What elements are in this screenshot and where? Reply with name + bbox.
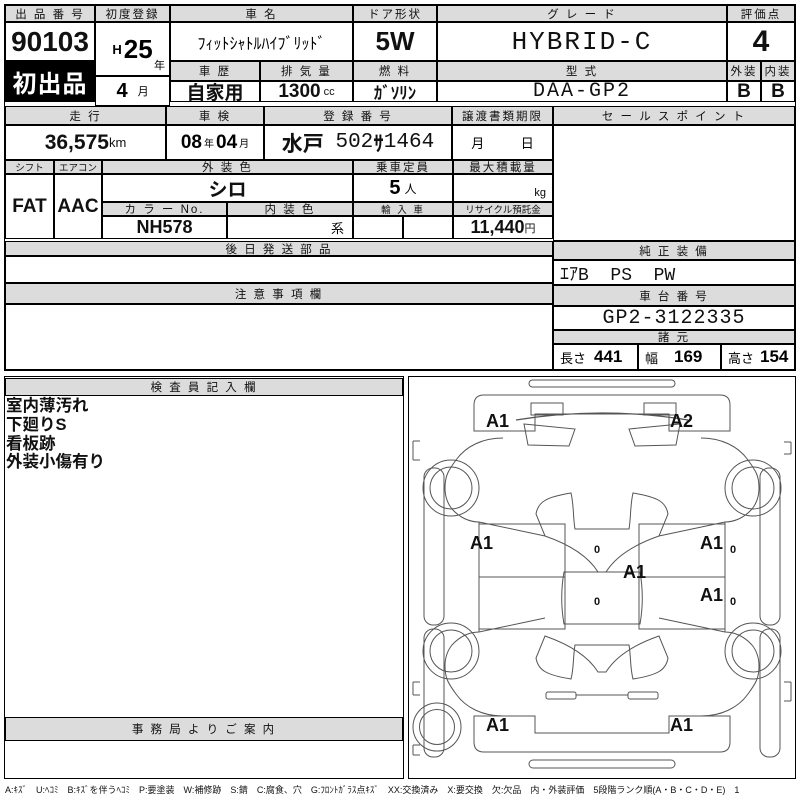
svg-text:0: 0 xyxy=(730,596,736,608)
svg-text:0: 0 xyxy=(594,544,600,556)
svg-text:A1: A1 xyxy=(670,715,693,735)
svg-text:A2: A2 xyxy=(670,411,693,431)
svg-text:A1: A1 xyxy=(486,411,509,431)
svg-text:A1: A1 xyxy=(700,533,723,553)
svg-text:A1: A1 xyxy=(486,715,509,735)
svg-text:0: 0 xyxy=(594,596,600,608)
svg-text:A1: A1 xyxy=(623,562,646,582)
svg-text:0: 0 xyxy=(730,544,736,556)
svg-text:A1: A1 xyxy=(470,533,493,553)
svg-text:A1: A1 xyxy=(700,585,723,605)
